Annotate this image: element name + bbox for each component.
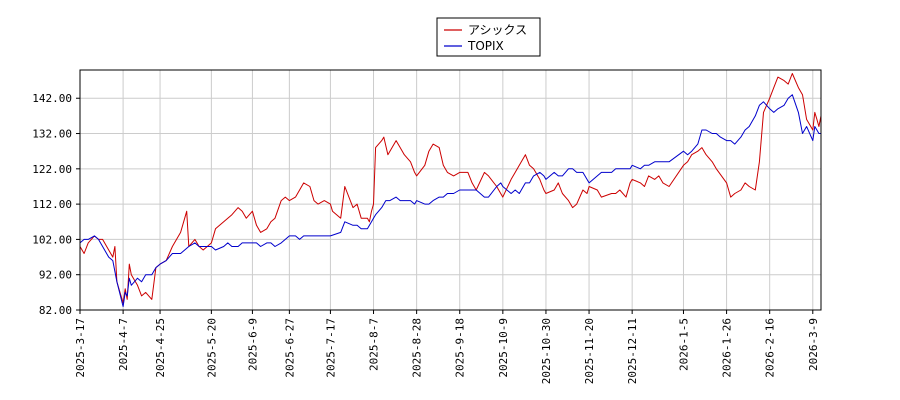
gridlines xyxy=(79,70,821,311)
y-tick-label: 82.00 xyxy=(39,304,72,317)
x-tick-label: 2025-4-25 xyxy=(154,318,167,378)
x-tick-label: 2025-10-30 xyxy=(540,318,553,384)
series-lines xyxy=(79,73,822,307)
x-tick-label: 2026-2-16 xyxy=(764,318,777,378)
x-tick-label: 2026-3-9 xyxy=(807,318,820,371)
y-tick-label: 142.00 xyxy=(32,92,72,105)
x-tick-label: 2025-5-20 xyxy=(205,318,218,378)
x-tick-label: 2025-7-17 xyxy=(324,318,337,378)
y-tick-label: 122.00 xyxy=(32,163,72,176)
x-tick-label: 2025-6-27 xyxy=(283,318,296,378)
series-line-0 xyxy=(79,73,822,304)
x-tick-label: 2025-11-20 xyxy=(583,318,596,384)
x-tick-label: 2025-3-17 xyxy=(74,318,87,378)
x-tick-label: 2025-6-9 xyxy=(246,318,259,371)
x-tick-label: 2025-12-11 xyxy=(626,318,639,384)
x-tick-label: 2026-1-26 xyxy=(721,318,734,378)
x-tick-label: 2026-1-5 xyxy=(677,318,690,371)
x-axis-ticks: 2025-3-17 2025-4-7 2025-4-25 2025-5-20 2025-… xyxy=(74,310,820,384)
plot-frame xyxy=(79,69,822,311)
x-tick-label: 2025-8-28 xyxy=(411,318,424,378)
y-tick-label: 92.00 xyxy=(39,269,72,282)
y-tick-label: 132.00 xyxy=(32,128,72,141)
legend-label-1: TOPIX xyxy=(467,39,504,53)
legend-label-0: アシックス xyxy=(468,23,527,37)
x-tick-label: 2025-8-7 xyxy=(368,318,381,371)
y-tick-label: 112.00 xyxy=(32,198,72,211)
x-tick-label: 2025-9-18 xyxy=(454,318,467,378)
y-tick-label: 102.00 xyxy=(32,233,72,246)
legend-box xyxy=(436,17,541,57)
x-tick-label: 2025-4-7 xyxy=(117,318,130,371)
x-tick-label: 2025-10-9 xyxy=(497,318,510,378)
legend: アシックス TOPIX xyxy=(436,17,541,57)
y-axis-ticks: 82.00 92.00 102.00 112.00 122.00 132.00 142.00 xyxy=(32,92,80,317)
series-line-1 xyxy=(79,94,821,307)
